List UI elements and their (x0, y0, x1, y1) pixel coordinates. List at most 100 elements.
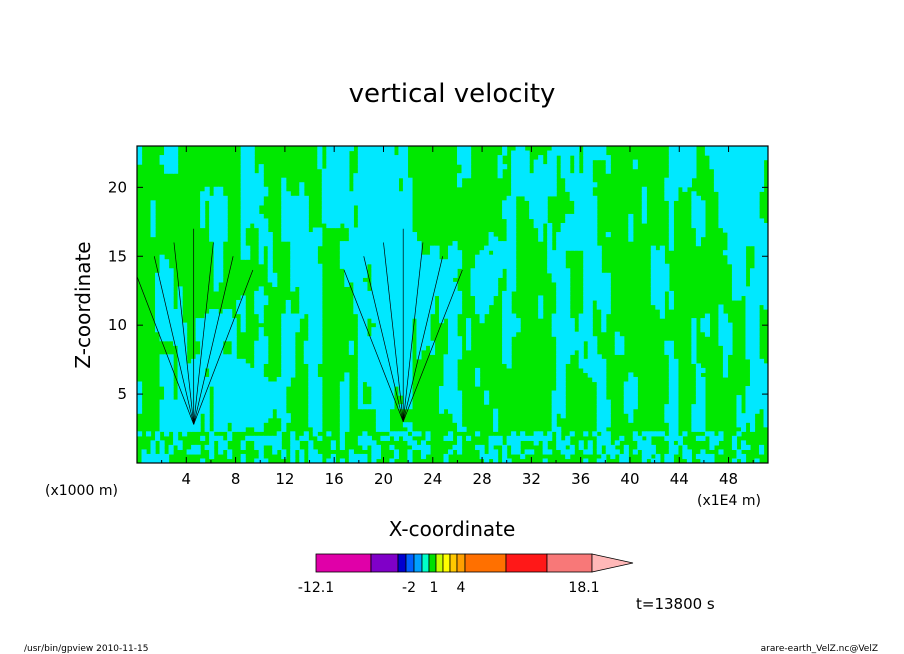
field-cell (511, 155, 517, 161)
field-cell (380, 150, 386, 156)
field-cell (308, 363, 314, 369)
field-cell (299, 435, 305, 441)
field-cell (551, 159, 557, 165)
field-cell (317, 150, 323, 156)
field-cell (551, 268, 557, 274)
field-cell (475, 254, 481, 260)
field-cell (384, 236, 390, 242)
field-cell (245, 173, 251, 179)
field-cell (240, 390, 246, 396)
field-cell (308, 263, 314, 269)
field-cell (709, 159, 715, 165)
field-cell (375, 245, 381, 251)
field-cell (583, 213, 589, 220)
field-cell (312, 281, 318, 287)
colorbar-segment (397, 553, 407, 573)
field-cell (312, 354, 318, 360)
field-cell (587, 250, 593, 256)
field-cell (218, 386, 224, 392)
field-cell (312, 349, 318, 355)
field-cell (389, 349, 395, 355)
field-cell (213, 186, 219, 192)
field-cell (204, 331, 210, 337)
field-cell (380, 345, 386, 351)
field-cell (258, 358, 264, 364)
field-cell (704, 453, 711, 460)
field-cell (452, 444, 458, 451)
field-cell (380, 318, 386, 324)
field-cell (245, 213, 251, 220)
field-cell (380, 354, 386, 360)
field-cell (299, 204, 305, 210)
field-cell (384, 413, 390, 419)
field-cell (281, 336, 287, 342)
field-cell (628, 227, 634, 233)
field-cell (731, 159, 738, 165)
field-cell (583, 182, 589, 188)
field-cell (164, 358, 170, 364)
field-cell (506, 345, 512, 351)
field-cell (628, 395, 634, 401)
field-cell (538, 195, 544, 201)
field-cell (398, 195, 404, 201)
field-cell (357, 295, 363, 301)
field-cell (380, 155, 386, 161)
field-cell (745, 290, 751, 297)
field-cell (209, 376, 215, 383)
field-cell (664, 408, 670, 414)
field-cell (312, 390, 318, 396)
field-cell (583, 309, 589, 315)
field-cell (308, 390, 314, 396)
field-cell (308, 417, 314, 423)
field-cell (565, 286, 571, 292)
field-cell (317, 290, 323, 297)
field-cell (605, 290, 611, 297)
field-cell (493, 259, 499, 265)
field-cell (493, 263, 499, 269)
field-cell (290, 222, 296, 229)
field-cell (745, 146, 751, 152)
field-cell (700, 218, 706, 224)
field-cell (402, 245, 409, 251)
field-cell (560, 358, 566, 364)
field-cell (569, 186, 575, 192)
field-cell (758, 399, 765, 405)
field-cell (578, 345, 584, 351)
field-cell (177, 309, 183, 315)
field-cell (578, 218, 584, 224)
field-cell (718, 150, 724, 156)
field-cell (452, 313, 458, 319)
plot-area (136, 145, 769, 464)
field-cell (502, 241, 508, 247)
field-cell (137, 159, 143, 165)
field-cell (641, 204, 647, 210)
field-cell (407, 453, 413, 460)
field-cell (389, 150, 395, 156)
field-cell (497, 263, 503, 269)
field-cell (357, 386, 363, 392)
field-cell (240, 363, 246, 369)
field-cell (659, 431, 665, 437)
field-cell (155, 431, 161, 437)
field-cell (511, 277, 517, 283)
field-cell (177, 444, 183, 451)
field-cell (407, 177, 413, 183)
field-cell (240, 367, 246, 374)
field-cell (402, 336, 409, 342)
field-cell (200, 458, 206, 463)
field-cell (240, 309, 246, 315)
field-cell (565, 155, 571, 161)
field-cell (389, 327, 395, 333)
field-cell (542, 449, 548, 455)
field-cell (384, 254, 390, 260)
field-cell (691, 146, 697, 152)
field-cell (754, 354, 760, 360)
field-cell (731, 444, 738, 451)
field-cell (484, 250, 490, 256)
field-cell (393, 263, 400, 269)
field-cell (691, 209, 697, 215)
field-cell (727, 259, 733, 265)
field-cell (596, 250, 602, 256)
field-cell (466, 318, 472, 324)
